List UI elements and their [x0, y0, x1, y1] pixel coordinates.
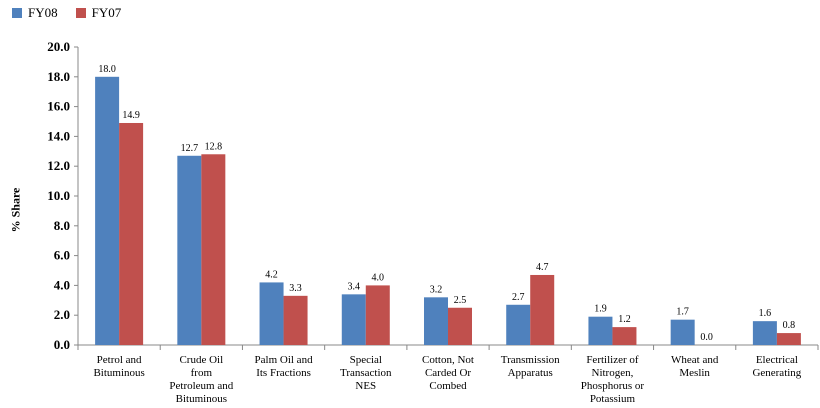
bar-fy08-5	[506, 304, 531, 345]
y-tick-label: 10.0	[47, 188, 70, 203]
y-tick-label: 20.0	[47, 39, 70, 54]
legend-swatch-fy08	[12, 8, 22, 18]
data-label-fy08-3: 3.4	[348, 281, 361, 292]
bar-fy08-6	[588, 316, 613, 345]
bar-fy07-1	[201, 154, 226, 345]
data-label-fy08-2: 4.2	[265, 269, 278, 280]
x-tick-label: Transmission Apparatus	[501, 354, 560, 379]
data-label-fy07-6: 1.2	[618, 314, 631, 325]
data-label-fy07-7: 0.0	[700, 332, 713, 343]
legend: FY08 FY07	[12, 5, 121, 21]
bar-fy08-4	[424, 297, 448, 345]
data-label-fy07-2: 3.3	[289, 283, 302, 294]
x-tick-label: Electrical Generating	[752, 354, 801, 379]
y-tick-label: 2.0	[54, 307, 70, 322]
bar-fy07-0	[119, 122, 144, 346]
bar-fy08-8	[752, 321, 777, 345]
y-tick-label: 12.0	[47, 158, 70, 173]
data-label-fy07-5: 4.7	[536, 262, 549, 273]
data-label-fy08-0: 18.0	[98, 64, 116, 75]
data-label-fy07-0: 14.9	[122, 110, 140, 121]
bar-fy07-5	[530, 274, 555, 345]
bar-fy08-7	[670, 319, 695, 345]
data-label-fy08-6: 1.9	[594, 304, 607, 315]
legend-label-fy07: FY07	[91, 5, 122, 20]
x-tick-label: Palm Oil and Its Fractions	[255, 354, 314, 379]
bar-fy08-2	[259, 282, 284, 345]
legend-swatch-fy07	[75, 8, 86, 18]
bar-fy08-0	[95, 76, 120, 346]
data-label-fy08-1: 12.7	[181, 143, 199, 154]
y-tick-label: 14.0	[47, 128, 70, 143]
data-label-fy08-4: 3.2	[430, 284, 443, 295]
legend-label-fy08: FY08	[28, 5, 58, 20]
bar-fy07-6	[612, 327, 637, 345]
legend-item-fy07: FY07	[75, 5, 122, 21]
bar-fy07-2	[283, 295, 308, 345]
data-label-fy07-3: 4.0	[372, 272, 385, 283]
x-tick-label: Fertilizer of Nitrogen, Phosphorus or Potas…	[581, 354, 645, 405]
x-tick-label: Petrol and Bituminous	[93, 354, 144, 379]
data-label-fy07-1: 12.8	[205, 141, 223, 152]
legend-item-fy08: FY08	[12, 5, 58, 21]
y-tick-label: 0.0	[54, 337, 70, 352]
x-tick-label: Crude Oil from Petroleum and Bituminous	[169, 354, 233, 405]
y-tick-label: 16.0	[47, 99, 70, 114]
bar-fy07-4	[448, 307, 472, 345]
data-label-fy07-4: 2.5	[454, 295, 467, 306]
data-label-fy08-5: 2.7	[512, 292, 525, 303]
y-tick-label: 8.0	[54, 218, 70, 233]
y-tick-label: 18.0	[47, 69, 70, 84]
bar-fy07-8	[776, 333, 801, 345]
bar-fy08-3	[341, 294, 366, 345]
bar-fy08-1	[177, 155, 202, 345]
data-label-fy07-8: 0.8	[783, 320, 796, 331]
bar-fy07-3	[365, 285, 390, 345]
y-tick-label: 6.0	[54, 248, 70, 263]
x-tick-label: Wheat and Meslin	[671, 354, 719, 379]
x-tick-label: Cotton, Not Carded Or Combed	[422, 354, 474, 392]
data-label-fy08-7: 1.7	[676, 307, 689, 318]
x-tick-label: Special Transaction NES	[340, 354, 392, 392]
y-tick-label: 4.0	[54, 277, 70, 292]
data-label-fy08-8: 1.6	[759, 308, 772, 319]
